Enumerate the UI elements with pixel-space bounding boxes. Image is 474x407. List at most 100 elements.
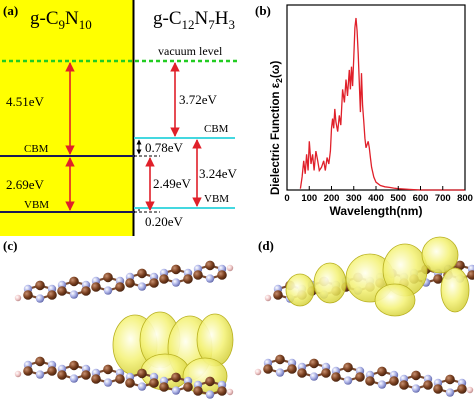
carbon-atom [69, 360, 79, 371]
nitrogen-atom [69, 374, 79, 383]
left-cbm-label: CBM [24, 143, 49, 155]
carbon-atom [297, 368, 307, 378]
nitrogen-atom [205, 274, 215, 283]
carbon-atom [309, 358, 319, 369]
carbon-atom [81, 370, 91, 380]
carbon-atom [115, 282, 125, 292]
carbon-atom [217, 270, 227, 280]
chart-marks: 0 100 200 300 400 500 600 700 800 [284, 17, 473, 204]
nitrogen-atom [377, 380, 387, 389]
series-line [299, 17, 465, 191]
carbon-atom [411, 370, 421, 381]
x-tick-label: 400 [368, 193, 384, 204]
carbon-atom [205, 376, 215, 387]
carbon-atom [445, 374, 455, 385]
right-material-title: g-C12N7H3 [153, 8, 235, 32]
carbon-atom [125, 378, 135, 388]
x-tick-label: 0 [284, 193, 289, 204]
carbon-atom [273, 290, 283, 300]
carbon-atom [103, 272, 113, 283]
nitrogen-atom [137, 282, 147, 291]
carbon-atom [47, 366, 57, 376]
carbon-atom [57, 370, 67, 380]
hydrogen-atom [14, 370, 22, 378]
nitrogen-atom [35, 294, 45, 303]
hydrogen-atom [254, 368, 262, 376]
carbon-atom [57, 286, 67, 296]
nitrogen-atom [35, 370, 45, 379]
panel-b: (b) 0 100 200 300 400 500 600 700 800 Dielectric… [255, 3, 473, 218]
x-tick-label: 800 [457, 193, 473, 204]
carbon-atom [287, 364, 297, 374]
gap-right-band: 2.49eV [153, 176, 192, 191]
carbon-atom [343, 362, 353, 373]
left-material-region [0, 0, 133, 236]
x-tick-label: 600 [413, 193, 429, 204]
carbon-atom [23, 366, 33, 376]
panel-b-label: (b) [255, 3, 271, 18]
carbon-atom [377, 366, 387, 377]
hydrogen-atom [226, 264, 234, 272]
nitrogen-atom [309, 372, 319, 381]
carbon-atom [171, 372, 181, 383]
panel-c: (c) [3, 238, 234, 399]
hydrogen-atom [226, 388, 234, 396]
carbon-atom [91, 282, 101, 292]
left-material-title: g-C9N10 [30, 8, 92, 32]
carbon-atom [149, 278, 159, 288]
x-tick-label: 500 [390, 193, 406, 204]
gap-right-vac-cbm: 3.72eV [179, 92, 218, 107]
right-cbm-label: CBM [204, 123, 229, 135]
x-axis-label: Wavelength(nm) [330, 204, 423, 218]
carbon-atom [263, 364, 273, 374]
carbon-atom [91, 374, 101, 384]
nitrogen-atom [103, 286, 113, 295]
carbon-atom [423, 380, 433, 390]
hydrogen-atom [264, 294, 272, 302]
carbon-atom [137, 368, 147, 379]
carbon-atom [205, 260, 215, 271]
carbon-atom [159, 274, 169, 284]
hydrogen-atom [14, 294, 22, 302]
panel-d-label: (d) [258, 238, 274, 253]
carbon-atom [321, 368, 331, 378]
y-axis-label: Dielectric Function ε2(ω) [270, 61, 284, 195]
vacuum-level-label: vacuum level [158, 44, 223, 58]
carbon-atom [47, 290, 57, 300]
nitrogen-atom [103, 378, 113, 387]
carbon-atom [69, 276, 79, 287]
right-vbm-label: VBM [204, 193, 229, 205]
carbon-atom [399, 380, 409, 390]
nitrogen-atom [445, 388, 455, 397]
panel-d: (d) [254, 236, 474, 397]
panel-a-label: (a) [3, 3, 18, 18]
carbon-atom [355, 372, 365, 382]
panel-c-label: (c) [3, 238, 17, 253]
carbon-atom [23, 290, 33, 300]
orbital-lobe [285, 273, 315, 307]
carbon-atom [457, 384, 467, 394]
nitrogen-atom [275, 368, 285, 377]
nitrogen-atom [411, 384, 421, 393]
nitrogen-atom [69, 290, 79, 299]
carbon-atom [103, 364, 113, 375]
carbon-atom [455, 260, 465, 271]
carbon-atom [81, 286, 91, 296]
carbon-atom [183, 274, 193, 284]
nitrogen-atom [205, 390, 215, 399]
carbon-atom [433, 384, 443, 394]
carbon-atom [331, 372, 341, 382]
structure-d [254, 236, 474, 397]
structure-c [14, 260, 234, 399]
carbon-atom [183, 382, 193, 392]
x-tick-label: 100 [301, 193, 317, 204]
carbon-atom [389, 376, 399, 386]
x-tick-label: 200 [324, 193, 340, 204]
carbon-atom [467, 270, 474, 280]
nitrogen-atom [343, 376, 353, 385]
panel-a: (a) g-C9N10 g-C12N7H3 vacuum level CBM V… [0, 0, 238, 236]
orbital-lobe [421, 236, 459, 274]
orbital-lobe [440, 267, 470, 313]
carbon-atom [159, 382, 169, 392]
